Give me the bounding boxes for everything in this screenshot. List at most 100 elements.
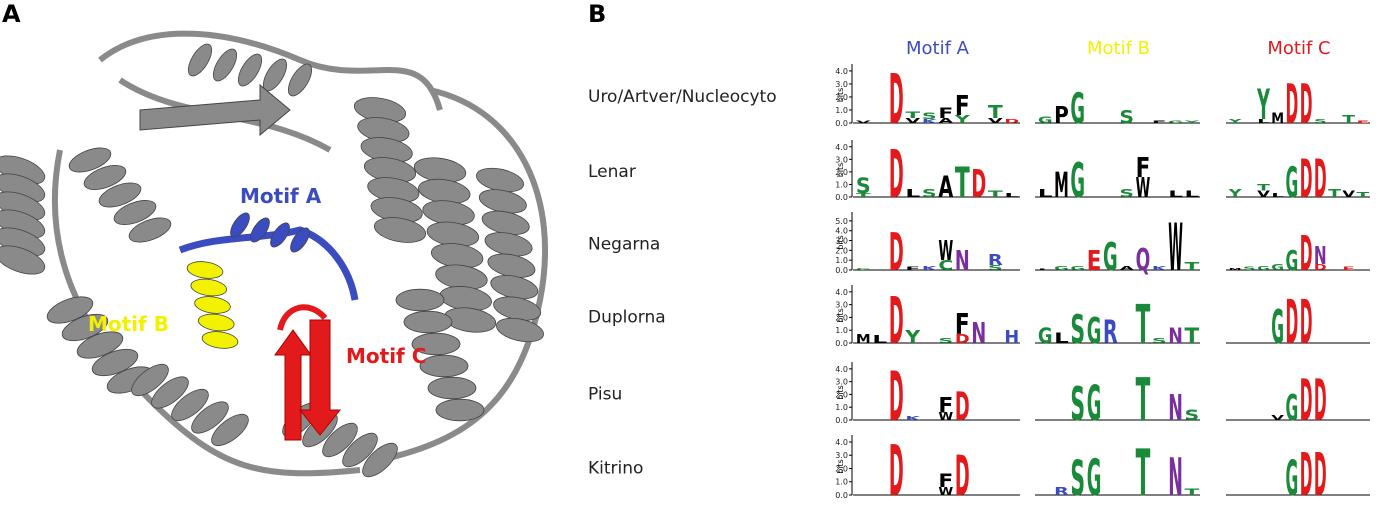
helix-turn xyxy=(191,401,229,434)
y-tick-label: 0.0 xyxy=(835,416,848,425)
logo-letter: G xyxy=(1103,236,1118,280)
logo-letter: L xyxy=(1038,269,1053,271)
logo-letter: S xyxy=(1119,107,1134,128)
logo-letter: K xyxy=(922,265,938,271)
helix-turn xyxy=(237,53,263,87)
logo-letter: N xyxy=(1168,387,1183,429)
logo-letter: F xyxy=(1152,120,1167,124)
logo-letter: P xyxy=(1054,103,1069,130)
logo-letter: D xyxy=(889,431,904,506)
logo-letter: G xyxy=(1087,310,1102,352)
y-tick-label: 2.0 xyxy=(835,464,848,473)
logo-letter: D xyxy=(1300,73,1313,137)
helix-turn xyxy=(290,227,310,253)
logo-letter: D xyxy=(1286,73,1299,137)
logo-letter: T xyxy=(1136,437,1151,506)
logo-letter: S xyxy=(1119,187,1134,199)
y-tick-label: 3.0 xyxy=(835,301,848,310)
logo-letter: S xyxy=(938,336,953,345)
logo-letter: T xyxy=(1185,260,1200,273)
logo-letter: L xyxy=(905,187,920,199)
logo-letter: V xyxy=(1342,189,1355,199)
y-tick-label: 1.0 xyxy=(835,180,848,189)
helix-turn xyxy=(419,354,469,378)
logo-letter: G xyxy=(1087,376,1102,432)
y-tick-label: 1.0 xyxy=(835,326,848,335)
y-tick-label: 2.0 xyxy=(835,313,848,322)
y-tick-label: 3.0 xyxy=(835,237,848,246)
helix-turn xyxy=(98,182,142,208)
row-label: Lenar xyxy=(588,162,636,182)
logo-letter: L xyxy=(1257,118,1270,124)
logo-letter: S xyxy=(856,174,871,199)
logo-letter: L xyxy=(1271,192,1284,198)
logo-letter: G xyxy=(1286,159,1299,207)
y-tick-label: 4.0 xyxy=(835,67,848,76)
logo-letter: W xyxy=(1168,210,1183,286)
logo-letter: M xyxy=(1271,111,1284,128)
logo-letter: T xyxy=(905,110,920,120)
logo-letter: G xyxy=(1087,449,1102,506)
logo-letter: G xyxy=(1070,85,1085,133)
logo-letter: F xyxy=(938,105,953,122)
logo-letter: F xyxy=(1136,150,1151,183)
logo-letter: D xyxy=(1300,149,1313,210)
motif-header: Motif B xyxy=(1087,38,1150,59)
helix-turn xyxy=(435,398,485,422)
y-tick-label: 0.0 xyxy=(835,491,848,500)
logo-letter: T xyxy=(1185,487,1200,498)
logo-letter: D xyxy=(1314,441,1327,506)
helix-turn xyxy=(91,348,139,377)
logo-letter: G xyxy=(1038,323,1053,348)
y-tick-label: 1.0 xyxy=(835,256,848,265)
logo-letter: V xyxy=(1271,413,1284,422)
logo-letter: D xyxy=(1300,226,1313,282)
logo-letter: A xyxy=(938,116,953,125)
logo-letter: D xyxy=(971,163,986,207)
loop xyxy=(51,30,549,477)
helix-turn xyxy=(151,376,189,409)
y-tick-label: 2.0 xyxy=(835,168,848,177)
motif-label: Motif B xyxy=(88,312,169,336)
logo-letter: W xyxy=(938,410,953,423)
y-tick-label: 4.0 xyxy=(835,143,848,152)
logo-letter: D xyxy=(955,385,970,430)
helix-turn xyxy=(373,217,427,243)
y-tick-label: 4.0 xyxy=(835,227,848,236)
logo-letter: D xyxy=(1300,287,1313,358)
logo-letter: D xyxy=(1286,287,1299,358)
logo-letter: D xyxy=(1314,368,1327,435)
helix-turn xyxy=(496,317,544,343)
logo-letter: D xyxy=(1314,149,1327,210)
y-tick-label: 1.0 xyxy=(835,106,848,115)
row-label: Pisu xyxy=(588,385,622,405)
logo-letter: D xyxy=(1300,368,1313,435)
logo-letter: F xyxy=(938,393,953,418)
logo-letter: S xyxy=(988,264,1003,272)
axis-label: bits xyxy=(836,385,845,400)
axis-label: bits xyxy=(836,163,845,178)
logo-letter: D xyxy=(955,443,970,506)
logo-letter: R xyxy=(988,252,1003,269)
logo-letter: N xyxy=(971,316,986,350)
y-tick-label: 4.0 xyxy=(835,438,848,447)
y-tick-label: 2.0 xyxy=(835,93,848,102)
helix-turn xyxy=(411,332,461,356)
y-tick-label: 2.0 xyxy=(835,246,848,255)
helix-turn xyxy=(68,147,112,173)
logo-letter: G xyxy=(1054,265,1069,271)
logo-letter: T xyxy=(988,189,1004,199)
helix-turn xyxy=(212,48,238,82)
y-tick-label: 0.0 xyxy=(835,339,848,348)
logo-letter: G xyxy=(1271,301,1284,354)
helix-turn xyxy=(395,288,445,312)
logo-letter: C xyxy=(938,258,953,274)
helix-turn xyxy=(201,331,239,349)
logo-letter: D xyxy=(955,332,970,346)
logo-letter: T xyxy=(955,159,970,207)
y-tick-label: 4.0 xyxy=(835,288,848,297)
motif-c-strand xyxy=(274,329,312,441)
y-tick-label: 3.0 xyxy=(835,451,848,460)
y-tick-label: 3.0 xyxy=(835,378,848,387)
